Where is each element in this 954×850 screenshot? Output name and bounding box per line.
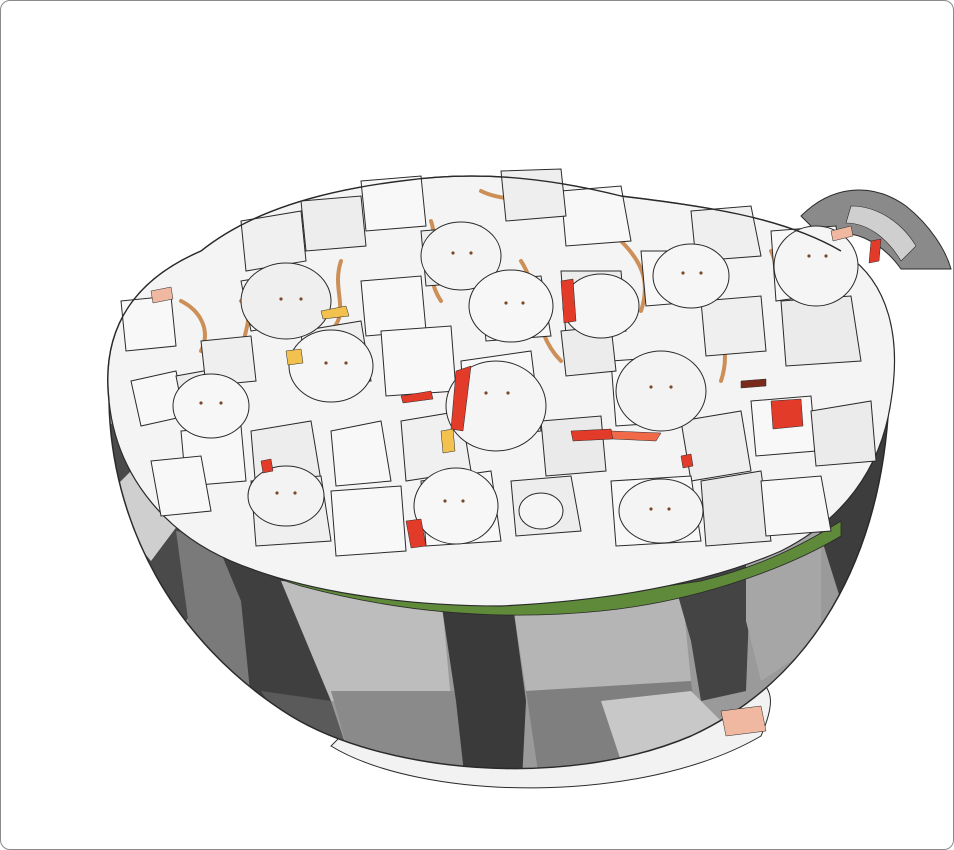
- round-pieces: [172, 221, 859, 545]
- colored-flecks: [150, 225, 882, 737]
- tiny-marks: [199, 251, 828, 511]
- mound-outline: [107, 175, 842, 402]
- bowl-outline: [108, 400, 890, 770]
